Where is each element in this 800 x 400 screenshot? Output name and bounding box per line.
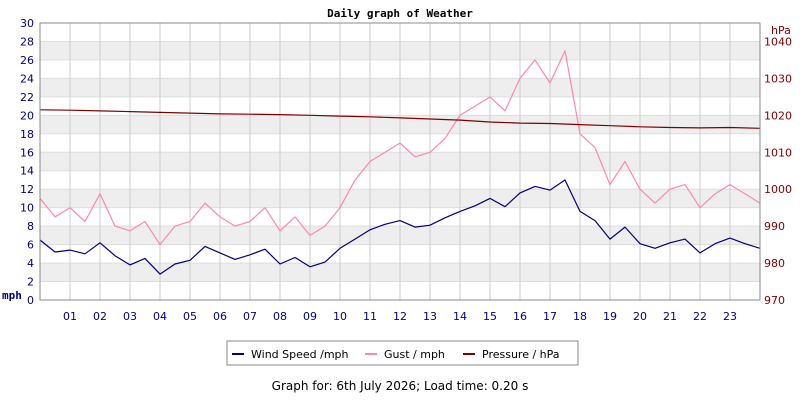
x-tick-label: 16 [513,310,527,323]
y-left-tick-label: 8 [27,220,34,233]
x-tick-label: 23 [723,310,737,323]
plot-border [39,22,761,301]
x-tick-label: 02 [93,310,107,323]
y-left-tick-label: 24 [20,72,34,85]
y-left-tick-label: 2 [27,276,34,289]
x-tick-label: 01 [63,310,77,323]
y-right-tick-label: 1010 [764,146,792,159]
chart-title: Daily graph of Weather [327,7,473,20]
x-tick-label: 22 [693,310,707,323]
x-tick-label: 14 [453,310,467,323]
x-axis-ticks: 01 02 03 04 05 06 07 08 09 10 11 12 13 14 15 16 17 18 19 20… [63,310,737,323]
y-left-tick-label: 16 [20,146,34,159]
x-tick-label: 03 [123,310,137,323]
x-tick-label: 04 [153,310,167,323]
y-left-tick-label: 6 [27,239,34,252]
legend-item-wind: Wind Speed /mph [232,348,349,361]
pressure-line [39,109,761,129]
legend-label-wind: Wind Speed /mph [251,348,349,361]
y-left-tick-label: 30 [20,17,34,30]
y-left-tick-label: 14 [20,165,34,178]
y-right-tick-label: 980 [764,257,785,270]
legend-item-pressure: Pressure / hPa [463,348,560,361]
x-tick-label: 10 [333,310,347,323]
right-axis-unit: hPa [771,24,791,37]
x-tick-label: 20 [633,310,647,323]
legend-label-gust: Gust / mph [384,348,445,361]
y-right-tick-label: 990 [764,220,785,233]
x-tick-label: 17 [543,310,557,323]
y-right-tick-label: 970 [764,294,785,307]
y-left-tick-label: 28 [20,35,34,48]
x-tick-label: 05 [183,310,197,323]
left-axis-unit: mph [2,289,22,302]
x-tick-label: 19 [603,310,617,323]
y-left-tick-label: 10 [20,202,34,215]
legend-box [226,340,579,366]
plot-area [39,50,761,275]
y-right-tick-label: 1020 [764,109,792,122]
x-tick-label: 07 [243,310,257,323]
x-tick-label: 09 [303,310,317,323]
y-left-tick-label: 22 [20,91,34,104]
footer-load-info: Graph for: 6th July 2026; Load time: 0.2… [271,379,529,393]
x-tick-label: 08 [273,310,287,323]
y-left-tick-label: 12 [20,183,34,196]
x-tick-label: 18 [573,310,587,323]
legend: Wind Speed /mph Gust / mph Pressure / hP… [226,340,579,366]
y-right-tick-label: 1000 [764,183,792,196]
y-left-tick-label: 18 [20,128,34,141]
gust-line [39,50,761,246]
legend-label-pressure: Pressure / hPa [482,348,560,361]
y-right-tick-label: 1040 [764,35,792,48]
y-left-tick-label: 0 [27,294,34,307]
vertical-gridlines [69,23,731,300]
x-tick-label: 15 [483,310,497,323]
y-right-tick-label: 1030 [764,72,792,85]
y-left-tick-label: 20 [20,109,34,122]
right-axis-ticks: 970 980 990 1000 1010 1020 1030 1040 [764,35,792,307]
y-left-tick-label: 26 [20,54,34,67]
x-tick-label: 21 [663,310,677,323]
x-tick-label: 13 [423,310,437,323]
wind-speed-line [39,179,761,275]
x-tick-label: 11 [363,310,377,323]
legend-item-gust: Gust / mph [365,348,445,361]
x-tick-label: 06 [213,310,227,323]
x-tick-label: 12 [393,310,407,323]
y-left-tick-label: 4 [27,257,34,270]
